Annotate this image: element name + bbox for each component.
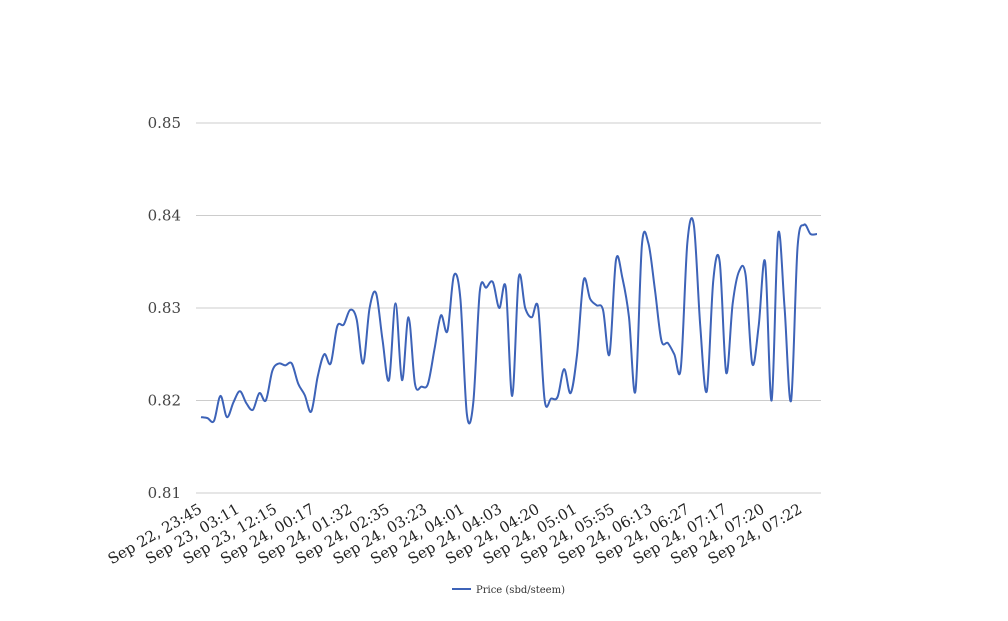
y-tick-label: 0.83 <box>148 299 181 317</box>
legend: Price (sbd/steem) <box>452 585 565 596</box>
y-tick-label: 0.82 <box>148 392 181 410</box>
gridlines <box>196 122 821 494</box>
series-line <box>200 217 818 425</box>
y-tick-label: 0.84 <box>148 207 181 225</box>
series-layer <box>200 217 818 425</box>
y-tick-label: 0.81 <box>148 484 181 502</box>
y-tick-label: 0.85 <box>148 114 181 132</box>
legend-label: Price (sbd/steem) <box>476 585 565 596</box>
y-axis-ticks: 0.81 0.82 0.83 0.84 0.85 <box>148 114 181 502</box>
